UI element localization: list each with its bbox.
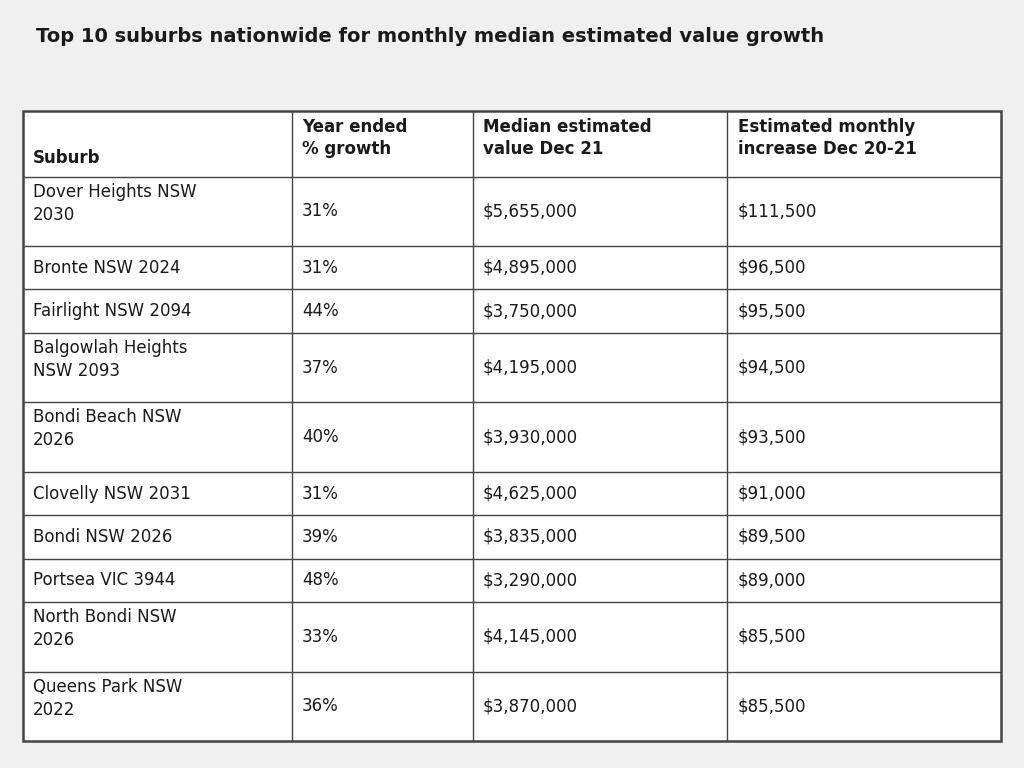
Text: $85,500: $85,500 (737, 697, 806, 715)
Text: $5,655,000: $5,655,000 (483, 202, 578, 220)
Text: $111,500: $111,500 (737, 202, 817, 220)
Text: $96,500: $96,500 (737, 259, 806, 276)
Text: Bronte NSW 2024: Bronte NSW 2024 (33, 259, 180, 276)
Text: Queens Park NSW
2022: Queens Park NSW 2022 (33, 678, 182, 719)
Text: Bondi NSW 2026: Bondi NSW 2026 (33, 528, 172, 546)
Text: 40%: 40% (302, 428, 339, 446)
Text: $89,500: $89,500 (737, 528, 806, 546)
Text: $4,625,000: $4,625,000 (483, 485, 579, 502)
Text: $3,930,000: $3,930,000 (483, 428, 579, 446)
Text: $85,500: $85,500 (737, 628, 806, 646)
Text: $3,835,000: $3,835,000 (483, 528, 579, 546)
Text: 31%: 31% (302, 485, 339, 502)
Text: North Bondi NSW
2026: North Bondi NSW 2026 (33, 608, 176, 649)
Text: Fairlight NSW 2094: Fairlight NSW 2094 (33, 302, 191, 320)
Text: Year ended
% growth: Year ended % growth (302, 118, 408, 158)
Text: 33%: 33% (302, 628, 339, 646)
Text: Balgowlah Heights
NSW 2093: Balgowlah Heights NSW 2093 (33, 339, 187, 380)
Text: $93,500: $93,500 (737, 428, 806, 446)
Text: $4,895,000: $4,895,000 (483, 259, 578, 276)
Text: $3,870,000: $3,870,000 (483, 697, 579, 715)
Text: $4,195,000: $4,195,000 (483, 359, 579, 376)
Text: 44%: 44% (302, 302, 339, 320)
Text: Dover Heights NSW
2030: Dover Heights NSW 2030 (33, 183, 197, 223)
Text: $4,145,000: $4,145,000 (483, 628, 579, 646)
Text: 31%: 31% (302, 259, 339, 276)
Text: $3,290,000: $3,290,000 (483, 571, 579, 589)
Text: $94,500: $94,500 (737, 359, 806, 376)
Text: 37%: 37% (302, 359, 339, 376)
Text: Estimated monthly
increase Dec 20-21: Estimated monthly increase Dec 20-21 (737, 118, 916, 158)
Text: Bondi Beach NSW
2026: Bondi Beach NSW 2026 (33, 409, 181, 449)
Text: Suburb: Suburb (33, 148, 100, 167)
Text: $95,500: $95,500 (737, 302, 806, 320)
Text: $3,750,000: $3,750,000 (483, 302, 579, 320)
Text: Clovelly NSW 2031: Clovelly NSW 2031 (33, 485, 190, 502)
Text: Top 10 suburbs nationwide for monthly median estimated value growth: Top 10 suburbs nationwide for monthly me… (36, 27, 824, 46)
Text: $89,000: $89,000 (737, 571, 806, 589)
Text: Median estimated
value Dec 21: Median estimated value Dec 21 (483, 118, 651, 158)
Text: $91,000: $91,000 (737, 485, 806, 502)
Text: Portsea VIC 3944: Portsea VIC 3944 (33, 571, 175, 589)
Text: 31%: 31% (302, 202, 339, 220)
Text: 39%: 39% (302, 528, 339, 546)
Text: 48%: 48% (302, 571, 339, 589)
Text: 36%: 36% (302, 697, 339, 715)
